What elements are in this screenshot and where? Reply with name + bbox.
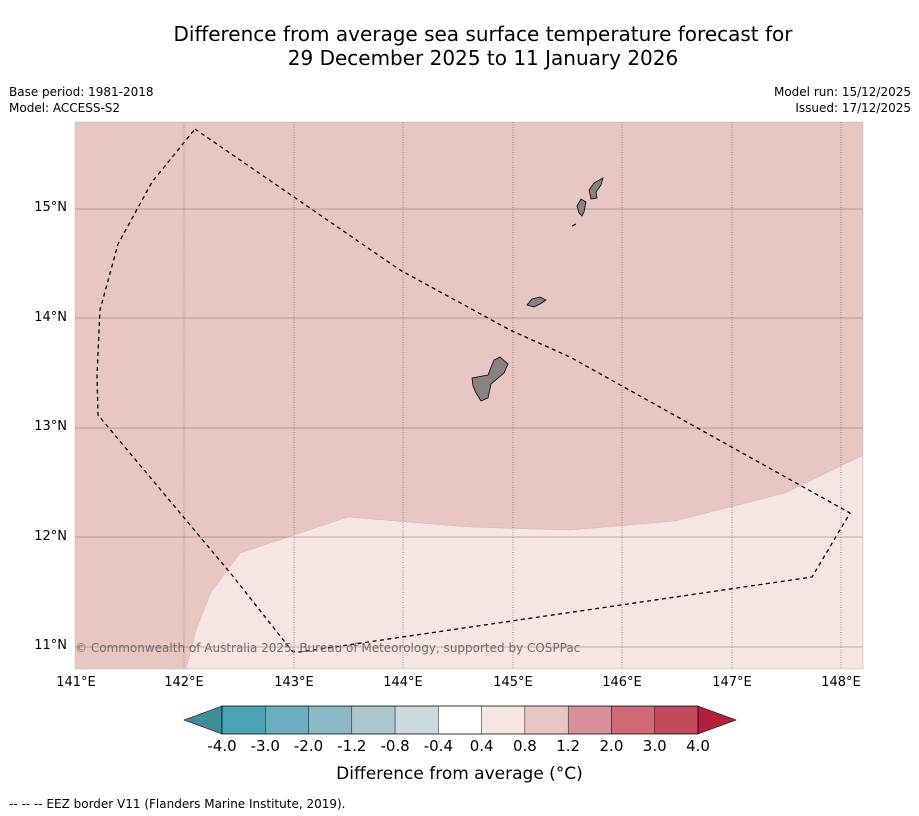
- colorbar-segment: [308, 705, 353, 735]
- island-aguijan: [571, 223, 577, 227]
- colorbar-tick-label: 0.8: [512, 737, 537, 755]
- lon-label-142: 142°E: [164, 675, 204, 690]
- lon-label-147: 147°E: [712, 675, 752, 690]
- colorbar-tick-label: -2.0: [293, 737, 324, 755]
- colorbar-segment: [567, 705, 612, 735]
- colorbar-segment: [221, 705, 266, 735]
- lon-label-145: 145°E: [493, 675, 533, 690]
- graticule: [75, 122, 863, 669]
- lon-label-148: 148°E: [821, 675, 861, 690]
- issued-date: Issued: 17/12/2025: [795, 101, 911, 115]
- colorbar-segment: [265, 705, 309, 735]
- colorbar-segment: [351, 705, 396, 735]
- lat-label-12: 12°N: [34, 529, 67, 544]
- meta-left: Base period: 1981-2018 Model: ACCESS-S2: [9, 84, 154, 116]
- eez-border: [96, 128, 851, 653]
- colorbar-tick-label: 3.0: [642, 737, 667, 755]
- colorbar-segment: [394, 705, 439, 735]
- chart-title: Difference from average sea surface temp…: [0, 22, 919, 70]
- lat-label-14: 14°N: [34, 310, 67, 325]
- colorbar-segment: [654, 705, 699, 735]
- lat-label-15: 15°N: [34, 200, 67, 215]
- colorbar-tick-label: 0.4: [469, 737, 494, 755]
- slight-warm-region: [185, 454, 863, 669]
- colorbar-segment: [481, 705, 526, 735]
- lat-label-11: 11°N: [34, 638, 67, 653]
- island-guam: [471, 356, 509, 402]
- island-saipan: [588, 177, 604, 200]
- colorbar-tick-label: -4.0: [207, 737, 237, 755]
- title-line-1: Difference from average sea surface temp…: [173, 22, 793, 46]
- colorbar-segment: [524, 705, 569, 735]
- map-frame: [74, 121, 864, 670]
- island-rota: [526, 296, 547, 308]
- eez-legend-note: -- -- -- EEZ border V11 (Flanders Marine…: [9, 797, 346, 811]
- model-run: Model run: 15/12/2025: [773, 85, 911, 99]
- colorbar-tick-label: 2.0: [599, 737, 624, 755]
- lat-label-13: 13°N: [34, 419, 67, 434]
- meta-right: Model run: 15/12/2025 Issued: 17/12/2025: [774, 84, 911, 116]
- colorbar-tick-label: 4.0: [686, 737, 710, 755]
- colorbar-tick-label: -0.8: [380, 737, 410, 755]
- colorbar-extend-low: [183, 705, 223, 735]
- colorbar-tick-label: -3.0: [250, 737, 280, 755]
- base-period: Base period: 1981-2018: [9, 85, 154, 99]
- colorbar-segment: [611, 705, 655, 735]
- colorbar-title: Difference from average (°C): [336, 764, 583, 784]
- lon-label-144: 144°E: [383, 675, 423, 690]
- lon-label-143: 143°E: [274, 675, 314, 690]
- title-line-2: 29 December 2025 to 11 January 2026: [287, 46, 679, 70]
- copyright-notice: © Commonwealth of Australia 2025, Bureau…: [75, 641, 581, 655]
- colorbar-tick-label: -0.4: [423, 737, 453, 755]
- island-tinian: [576, 198, 587, 217]
- colorbar: [183, 705, 737, 735]
- colorbar-extend-high: [697, 705, 737, 735]
- colorbar-segment: [438, 705, 482, 735]
- model-name: Model: ACCESS-S2: [9, 101, 121, 115]
- lon-label-146: 146°E: [602, 675, 642, 690]
- lon-label-141: 141°E: [56, 675, 96, 690]
- colorbar-tick-label: -1.2: [337, 737, 367, 755]
- colorbar-tick-label: 1.2: [556, 737, 581, 755]
